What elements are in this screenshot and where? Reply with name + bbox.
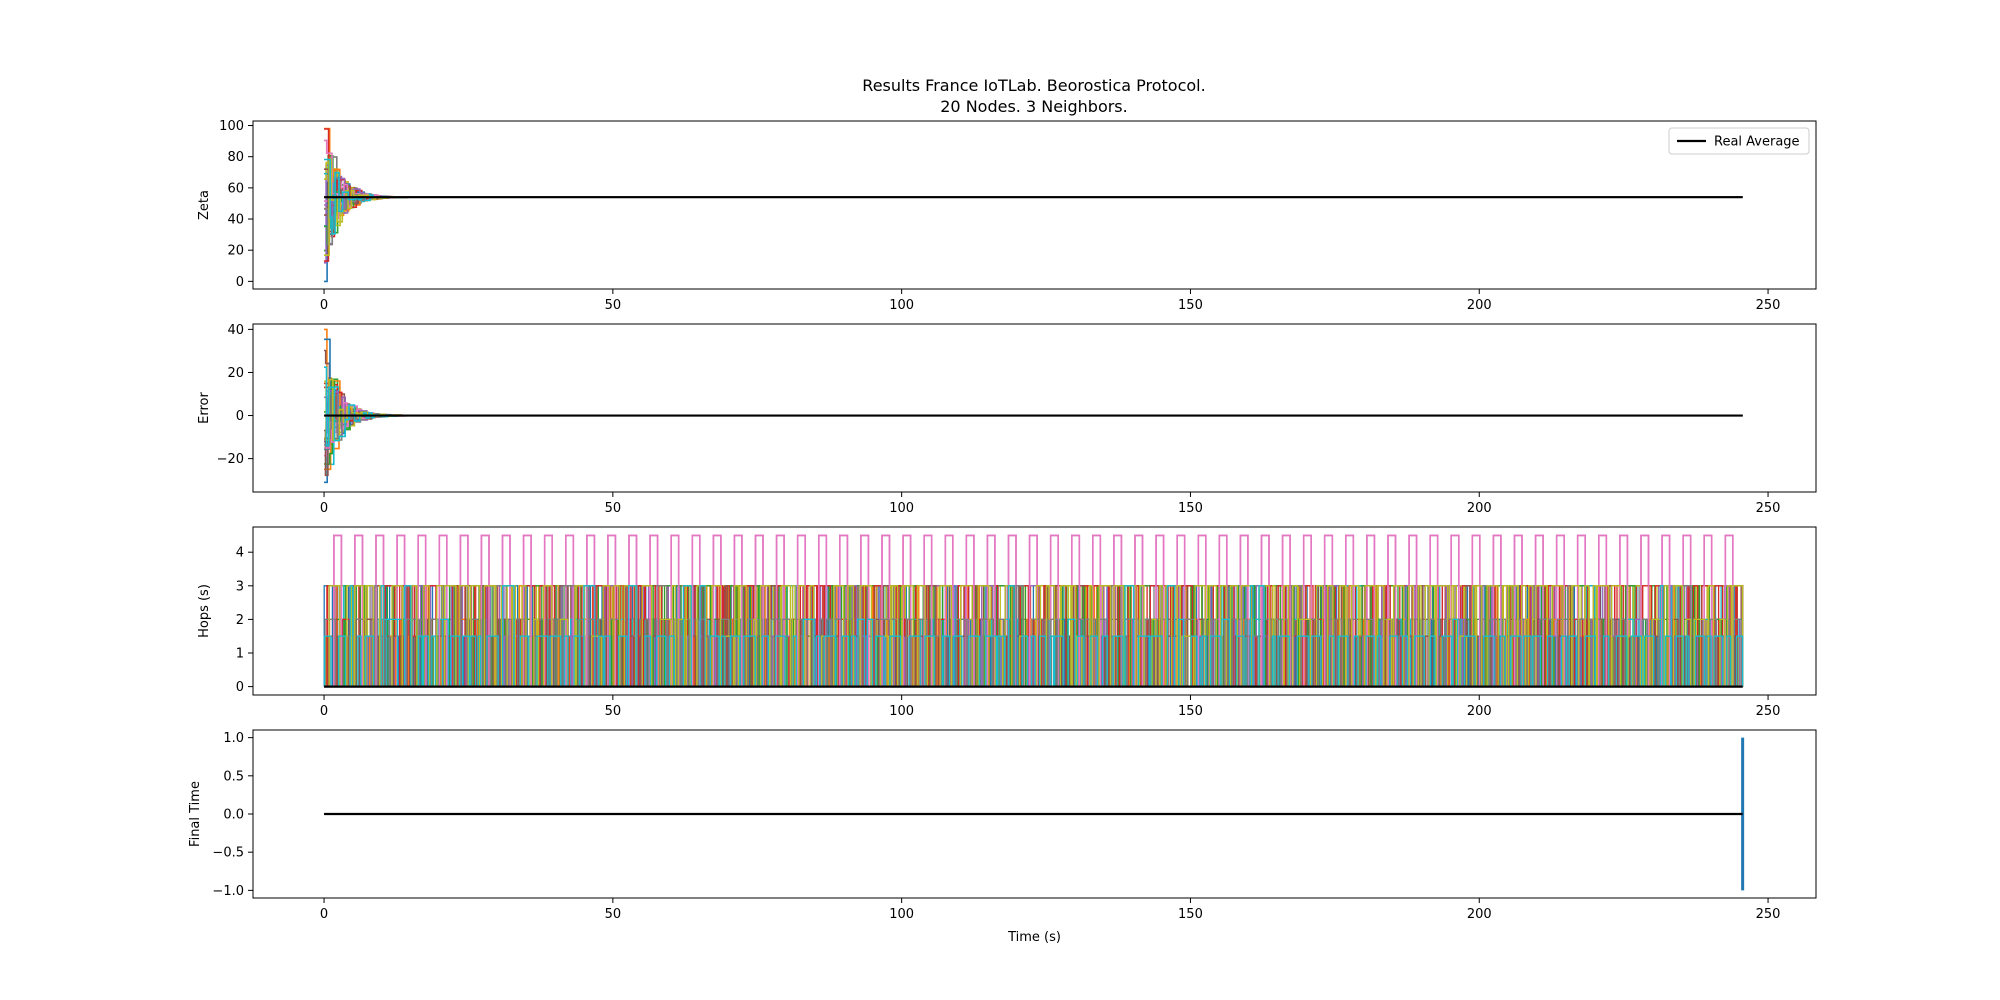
y-tick-label: −20: [217, 452, 244, 467]
error-y-axis-label: Error: [197, 392, 212, 424]
figure-title-line-1: Results France IoTLab. Beorostica Protoc…: [862, 76, 1205, 95]
y-tick-label: 3: [236, 579, 244, 594]
zeta-data-area: [324, 127, 1743, 283]
final-time-x-axis-label: Time (s): [1007, 930, 1061, 945]
x-tick-label: 250: [1756, 907, 1781, 922]
hops-node-series: [323, 585, 1744, 688]
final-time-y-axis-label: Final Time: [188, 781, 203, 847]
y-tick-label: 0: [236, 409, 244, 424]
subplot-hops: 0 50 100 150 200 250 0 1 2 3 4 Hops (s): [197, 526, 1817, 719]
y-tick-label: −0.5: [212, 846, 244, 861]
hops-axes-frame: [252, 526, 1817, 696]
y-tick-label: 1.0: [223, 731, 244, 746]
x-tick-label: 200: [1467, 501, 1492, 516]
y-tick-label: 0.5: [223, 769, 244, 784]
x-tick-label: 250: [1756, 704, 1781, 719]
y-tick-label: 20: [227, 244, 244, 259]
x-tick-label: 200: [1467, 907, 1492, 922]
x-tick-label: 0: [320, 704, 328, 719]
x-tick-label: 100: [889, 298, 914, 313]
figure-title-line-2: 20 Nodes. 3 Neighbors.: [940, 97, 1127, 116]
x-tick-label: 50: [605, 298, 622, 313]
x-tick-label: 200: [1467, 298, 1492, 313]
x-tick-label: 0: [320, 298, 328, 313]
legend-label: Real Average: [1714, 135, 1800, 150]
x-tick-label: 50: [605, 907, 622, 922]
subplot-error: 0 50 100 150 200 250 −20 0 20 40 Error: [197, 323, 1817, 516]
y-tick-label: 60: [227, 181, 244, 196]
x-tick-label: 150: [1178, 501, 1203, 516]
error-data-area: [324, 328, 1743, 484]
x-tick-label: 150: [1178, 907, 1203, 922]
y-tick-label: 0.0: [223, 808, 244, 823]
y-tick-label: 1: [236, 647, 244, 662]
x-tick-label: 50: [605, 704, 622, 719]
y-tick-label: 80: [227, 150, 244, 165]
hops-data-area: [323, 534, 1744, 688]
x-tick-label: 0: [320, 907, 328, 922]
x-tick-label: 150: [1178, 298, 1203, 313]
x-tick-label: 0: [320, 501, 328, 516]
subplot-final-time: 0 50 100 150 200 250 −1.0 −0.5 0.0 0.5 1.0 Final Ti…: [188, 729, 1817, 945]
x-tick-label: 50: [605, 501, 622, 516]
y-tick-label: 4: [236, 546, 244, 561]
x-tick-label: 250: [1756, 501, 1781, 516]
y-tick-label: 40: [227, 323, 244, 338]
x-tick-label: 150: [1178, 704, 1203, 719]
y-tick-label: −1.0: [212, 884, 244, 899]
subplot-zeta: 0 50 100 150 200 250 0 20 40 60 80 100 Zeta Real Aver…: [197, 119, 1817, 313]
y-tick-label: 20: [227, 366, 244, 381]
y-tick-label: 100: [219, 119, 244, 134]
y-tick-label: 40: [227, 213, 244, 228]
final-time-data-area: [324, 737, 1745, 891]
zeta-axes-frame: [252, 120, 1817, 290]
legend-box: [1668, 127, 1810, 155]
hops-y-axis-label: Hops (s): [197, 584, 212, 638]
y-tick-label: 0: [236, 680, 244, 695]
y-tick-label: 2: [236, 613, 244, 628]
zeta-y-axis-label: Zeta: [197, 190, 212, 220]
x-tick-label: 200: [1467, 704, 1492, 719]
error-axes-frame: [252, 323, 1817, 493]
x-tick-label: 100: [889, 501, 914, 516]
y-tick-label: 0: [236, 275, 244, 290]
x-tick-label: 100: [889, 704, 914, 719]
x-tick-label: 250: [1756, 298, 1781, 313]
zeta-legend: Real Average: [1668, 127, 1810, 155]
x-tick-label: 100: [889, 907, 914, 922]
